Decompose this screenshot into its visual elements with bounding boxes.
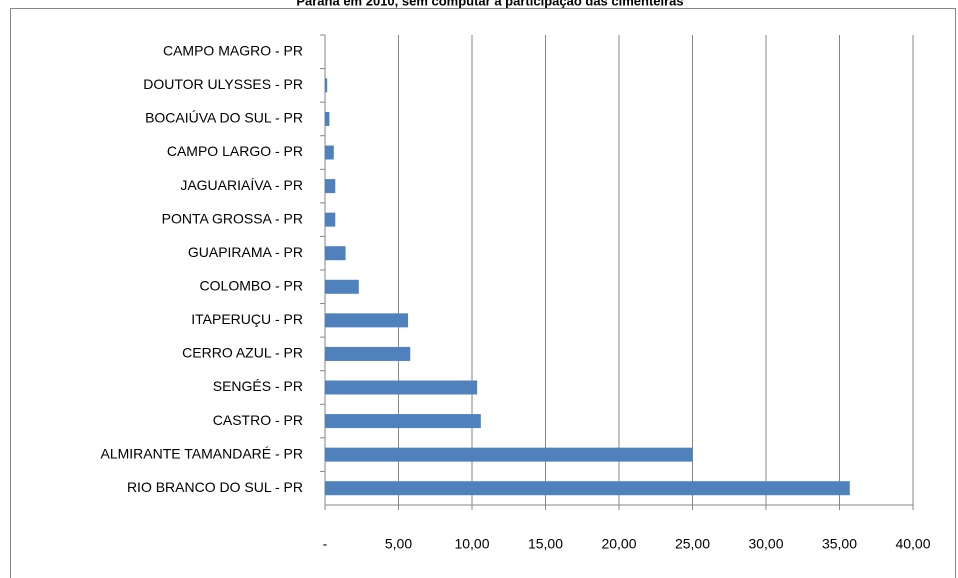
- bar: [325, 481, 850, 496]
- y-tick-label: CASTRO - PR: [213, 412, 303, 428]
- y-tick-label: CERRO AZUL - PR: [182, 345, 303, 361]
- x-tick-label: 5,00: [385, 536, 412, 552]
- y-tick-label: CAMPO LARGO - PR: [167, 143, 303, 159]
- y-tick-label: ALMIRANTE TAMANDARÉ - PR: [100, 445, 303, 461]
- x-tick-label: 10,00: [454, 536, 489, 552]
- chart-title: Paraná em 2010, sem computar a participa…: [296, 0, 683, 8]
- y-tick-label: PONTA GROSSA - PR: [162, 210, 303, 226]
- bar: [325, 246, 346, 261]
- bar: [325, 346, 411, 361]
- bar: [325, 145, 334, 160]
- bar: [325, 447, 693, 462]
- bar: [325, 78, 328, 93]
- x-tick-label: 35,00: [822, 536, 857, 552]
- bar: [325, 414, 481, 429]
- x-tick-label: 40,00: [895, 536, 930, 552]
- x-tick-label: 20,00: [601, 536, 636, 552]
- x-tick-label: -: [323, 536, 328, 552]
- y-tick-label: DOUTOR ULYSSES - PR: [143, 76, 303, 92]
- y-tick-label: ITAPERUÇU - PR: [191, 311, 303, 327]
- x-tick-label: 25,00: [675, 536, 710, 552]
- y-tick-label: GUAPIRAMA - PR: [188, 244, 303, 260]
- x-tick-label: 30,00: [748, 536, 783, 552]
- bar: [325, 313, 409, 328]
- bar: [325, 179, 336, 194]
- y-tick-label: COLOMBO - PR: [200, 277, 303, 293]
- x-tick-label: 15,00: [528, 536, 563, 552]
- bar: [325, 111, 330, 126]
- y-tick-label: SENGÉS - PR: [213, 378, 303, 394]
- bar: [325, 279, 359, 294]
- bar: [325, 380, 478, 395]
- bar: [325, 212, 336, 227]
- y-tick-label: JAGUARIAÍVA - PR: [180, 177, 303, 193]
- chart-border: [10, 8, 956, 578]
- y-tick-label: BOCAIÚVA DO SUL - PR: [145, 110, 303, 126]
- y-tick-label: RIO BRANCO DO SUL - PR: [127, 479, 303, 495]
- y-tick-label: CAMPO MAGRO - PR: [163, 42, 303, 58]
